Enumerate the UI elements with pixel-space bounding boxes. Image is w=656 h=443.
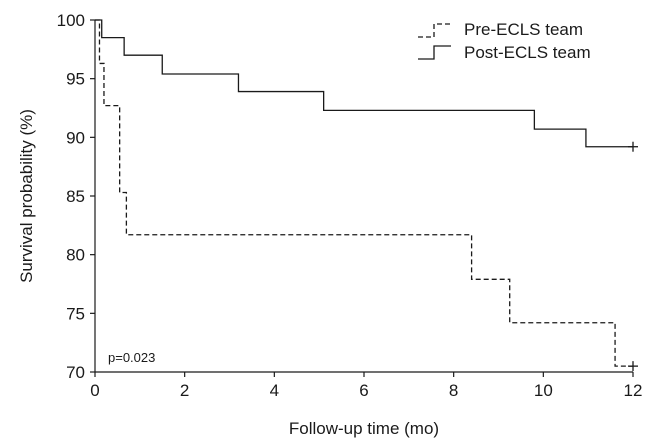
series-line-pre-ecls-team <box>95 19 633 367</box>
legend: Pre-ECLS team Post-ECLS team <box>418 20 591 62</box>
y-tick-label: 95 <box>66 70 85 89</box>
legend-symbol-pre-ecls <box>418 23 451 38</box>
y-axis-ticks: 70 75 80 85 90 95 100 <box>57 11 95 382</box>
legend-label-post-ecls: Post-ECLS team <box>464 43 591 62</box>
plot-area <box>95 19 638 372</box>
x-tick-label: 12 <box>624 381 643 400</box>
x-axis-ticks: 0 2 4 6 8 10 12 <box>90 372 642 400</box>
x-tick-label: 4 <box>270 381 279 400</box>
y-tick-label: 75 <box>66 304 85 323</box>
y-tick-label: 90 <box>66 128 85 147</box>
series-line-post-ecls-team <box>95 19 633 148</box>
y-axis-title: Survival probability (%) <box>17 109 36 283</box>
y-tick-label: 70 <box>66 363 85 382</box>
x-tick-label: 6 <box>359 381 368 400</box>
y-tick-label: 100 <box>57 11 85 30</box>
x-tick-label: 2 <box>180 381 189 400</box>
censor-mark <box>628 141 638 152</box>
p-value-annotation: p=0.023 <box>108 350 155 365</box>
legend-label-pre-ecls: Pre-ECLS team <box>464 20 583 39</box>
x-axis-title: Follow-up time (mo) <box>289 419 439 438</box>
x-tick-label: 8 <box>449 381 458 400</box>
x-tick-label: 10 <box>534 381 553 400</box>
legend-symbol-post-ecls <box>418 45 451 60</box>
x-tick-label: 0 <box>90 381 99 400</box>
y-tick-label: 85 <box>66 187 85 206</box>
censor-mark <box>628 361 638 372</box>
y-tick-label: 80 <box>66 246 85 265</box>
